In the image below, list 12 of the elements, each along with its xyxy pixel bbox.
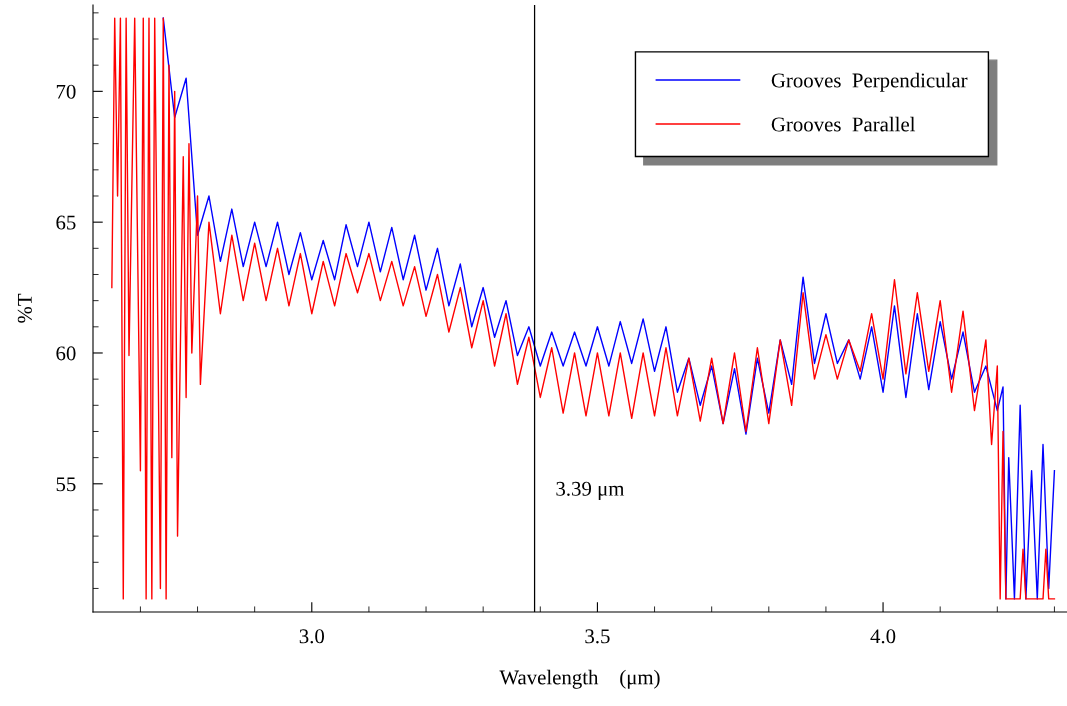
x-tick-label: 3.0 <box>299 629 325 644</box>
legend-label: Grooves Parallel <box>771 116 916 132</box>
y-tick-label: 65 <box>56 215 76 230</box>
x-axis-title: Wavelength (μm) <box>499 669 660 689</box>
x-tick-label: 4.0 <box>870 629 896 644</box>
y-tick-label: 55 <box>56 477 76 492</box>
y-axis-title: %T <box>17 293 32 323</box>
legend-label: Grooves Perpendicular <box>771 72 968 92</box>
x-tick-label: 3.5 <box>585 629 610 644</box>
y-tick-label: 70 <box>56 84 76 99</box>
ref-line-label: 3.39 μm <box>556 481 625 501</box>
y-tick-label: 60 <box>56 346 76 361</box>
